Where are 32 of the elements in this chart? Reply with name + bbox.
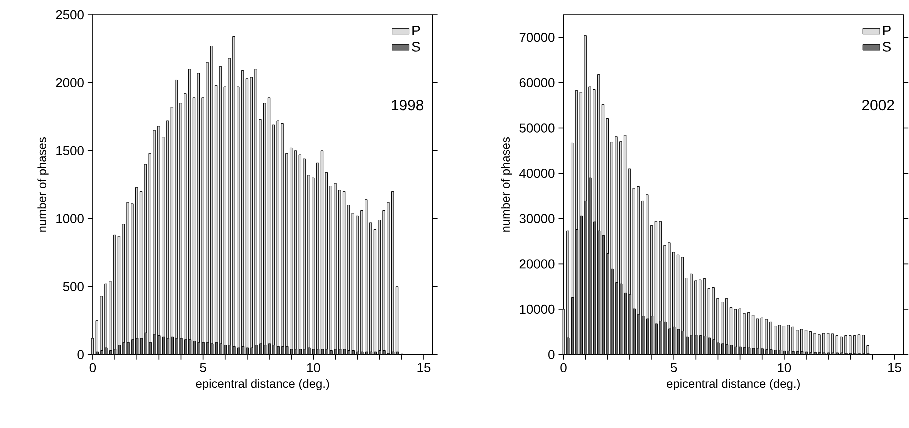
legend-label: S (412, 42, 420, 52)
x-tick-label: 0 (560, 363, 567, 373)
x-tick-label: 10 (778, 363, 792, 373)
y-tick-label: 40000 (520, 169, 555, 178)
y-tick-label: 0 (78, 350, 84, 360)
x-tick-label: 5 (671, 363, 678, 372)
legend-label: S (882, 42, 891, 52)
y-tick-label: 1000 (56, 214, 84, 224)
y-tick-label: 1500 (56, 146, 84, 156)
x-tick-label: 15 (418, 363, 431, 372)
x-tick-label: 0 (90, 363, 96, 373)
y-axis-title: number of phases (38, 138, 49, 232)
x-axis-title: epicentral distance (deg.) (196, 379, 330, 391)
x-tick-label: 10 (307, 363, 320, 373)
y-tick-label: 30000 (520, 214, 555, 224)
annotation: 1998 (392, 100, 424, 111)
x-tick-label: 15 (888, 363, 902, 372)
y-tick-label: 50000 (520, 124, 555, 133)
y-tick-label: 70000 (520, 33, 555, 42)
annotation: 2002 (862, 100, 894, 111)
y-tick-label: 2000 (56, 78, 84, 88)
y-tick-label: 0 (548, 350, 555, 360)
x-tick-label: 5 (200, 363, 206, 372)
y-tick-label: 500 (63, 282, 84, 292)
y-tick-label: 2500 (56, 10, 84, 20)
y-tick-label: 20000 (520, 260, 555, 269)
legend-label: P (412, 26, 420, 36)
legend-label: P (883, 26, 891, 36)
y-tick-label: 60000 (520, 78, 555, 88)
y-axis-title: number of phases (501, 138, 512, 232)
y-tick-label: 10000 (520, 305, 555, 314)
x-axis-title: epicentral distance (deg.) (667, 379, 800, 391)
